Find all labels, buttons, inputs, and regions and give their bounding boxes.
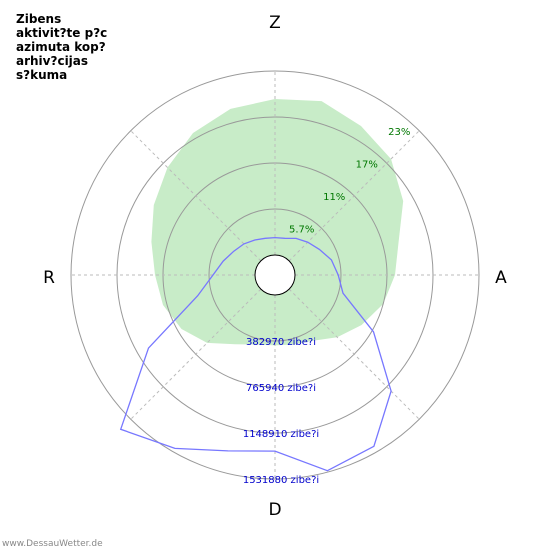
ring-count-label-2: 765940 zibe?i	[246, 383, 316, 394]
ring-pct-label-4: 23%	[388, 127, 410, 138]
ring-layer	[70, 70, 480, 480]
ring-pct-label-2: 11%	[323, 192, 345, 203]
direction-label-east: A	[495, 268, 507, 288]
footer-credit: www.DessauWetter.de	[2, 539, 103, 549]
center-layer	[254, 254, 296, 296]
line-series	[119, 236, 392, 472]
ring-count-label-1: 382970 zibe?i	[246, 337, 316, 348]
ring-4	[70, 70, 480, 480]
label-layer: 5.7% 382970 zibe?i 11% 765940 zibe?i 17% 1148…	[43, 13, 507, 520]
line-layer	[119, 236, 392, 472]
center-hole	[254, 254, 296, 296]
ring-pct-label-1: 5.7%	[289, 224, 314, 235]
spoke-225	[130, 288, 262, 420]
ring-pct-label-3: 17%	[356, 159, 378, 170]
chart-title: Zibens aktivit?te p?c azimuta kop? arhiv…	[16, 12, 108, 82]
direction-label-west: R	[43, 268, 55, 288]
direction-label-north: Z	[269, 13, 281, 33]
spoke-315	[130, 130, 262, 262]
area-series	[151, 99, 404, 346]
area-layer	[151, 99, 404, 346]
ring-count-label-4: 1531880 zibe?i	[243, 475, 319, 486]
ring-1	[208, 208, 342, 342]
spoke-135	[288, 288, 420, 420]
spoke-45	[288, 130, 420, 262]
ring-count-label-3: 1148910 zibe?i	[243, 429, 319, 440]
direction-label-south: D	[268, 500, 281, 520]
